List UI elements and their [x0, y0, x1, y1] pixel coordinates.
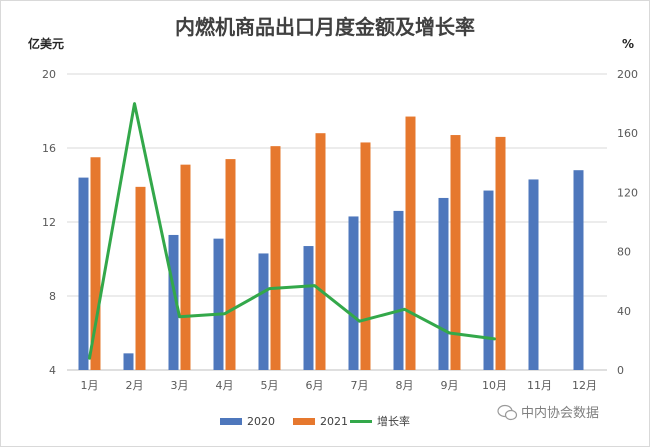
right-tick-label: 120 [617, 186, 638, 199]
chart-title: 内燃机商品出口月度金额及增长率 [175, 15, 475, 39]
bar-2020 [303, 246, 314, 370]
category-tick-label: 7月 [351, 379, 369, 392]
bar-2020 [393, 210, 404, 370]
legend: 2020 2021 增长率 [220, 414, 410, 428]
wechat-icon [497, 404, 518, 421]
bar-2020 [438, 197, 449, 370]
watermark: 中内协会数据 [497, 404, 599, 421]
bar-2021 [270, 146, 281, 370]
bar-2021 [135, 186, 146, 370]
bar-2020 [123, 353, 134, 370]
bar-2020 [168, 234, 179, 370]
left-tick-label: 8 [49, 290, 56, 303]
bar-2020 [573, 170, 584, 370]
category-tick-label: 8月 [396, 379, 414, 392]
right-tick-label: 0 [617, 364, 624, 377]
bar-2021 [180, 164, 191, 370]
legend-item-2021: 2021 [293, 415, 348, 428]
right-tick-label: 160 [617, 127, 638, 140]
watermark-text: 中内协会数据 [521, 405, 599, 421]
category-tick-label: 1月 [81, 379, 99, 392]
right-axis-unit: % [622, 37, 634, 51]
bar-2020 [483, 190, 494, 370]
legend-item-增长率: 增长率 [350, 414, 410, 428]
legend-item-2020: 2020 [220, 415, 275, 428]
right-tick-label: 200 [617, 68, 638, 81]
left-tick-label: 12 [42, 216, 56, 229]
legend-label: 2021 [320, 415, 348, 428]
legend-swatch [293, 418, 315, 425]
right-tick-label: 40 [617, 305, 631, 318]
category-tick-label: 12月 [572, 379, 597, 392]
growth-line-layer [88, 102, 496, 360]
category-tick-label: 11月 [527, 379, 552, 392]
category-tick-label: 2月 [126, 379, 144, 392]
left-axis-unit: 亿美元 [28, 36, 64, 51]
bar-2021 [495, 136, 506, 370]
bar-2021 [450, 135, 461, 370]
left-tick-label: 4 [49, 364, 56, 377]
bar-2021 [405, 116, 416, 370]
left-tick-label: 16 [42, 142, 56, 155]
category-tick-label: 3月 [171, 379, 189, 392]
bar-2020 [213, 238, 224, 370]
bars [78, 116, 584, 370]
legend-label: 增长率 [377, 414, 410, 428]
gridlines [67, 73, 607, 371]
category-tick-label: 4月 [216, 379, 234, 392]
category-tick-label: 9月 [441, 379, 459, 392]
right-tick-label: 80 [617, 246, 631, 259]
left-tick-label: 20 [42, 68, 56, 81]
growth-rate-line [88, 102, 496, 360]
bar-2021 [360, 142, 371, 370]
bar-2020 [528, 179, 539, 370]
bar-2020 [78, 177, 89, 370]
bar-2020 [258, 253, 269, 370]
bar-2021 [225, 159, 236, 370]
category-tick-label: 5月 [261, 379, 279, 392]
category-tick-label: 6月 [306, 379, 324, 392]
legend-swatch [220, 418, 242, 425]
category-tick-label: 10月 [482, 379, 507, 392]
bar-2020 [348, 216, 359, 370]
legend-label: 2020 [247, 415, 275, 428]
bar-2021 [90, 157, 101, 370]
bar-2021 [315, 133, 326, 370]
